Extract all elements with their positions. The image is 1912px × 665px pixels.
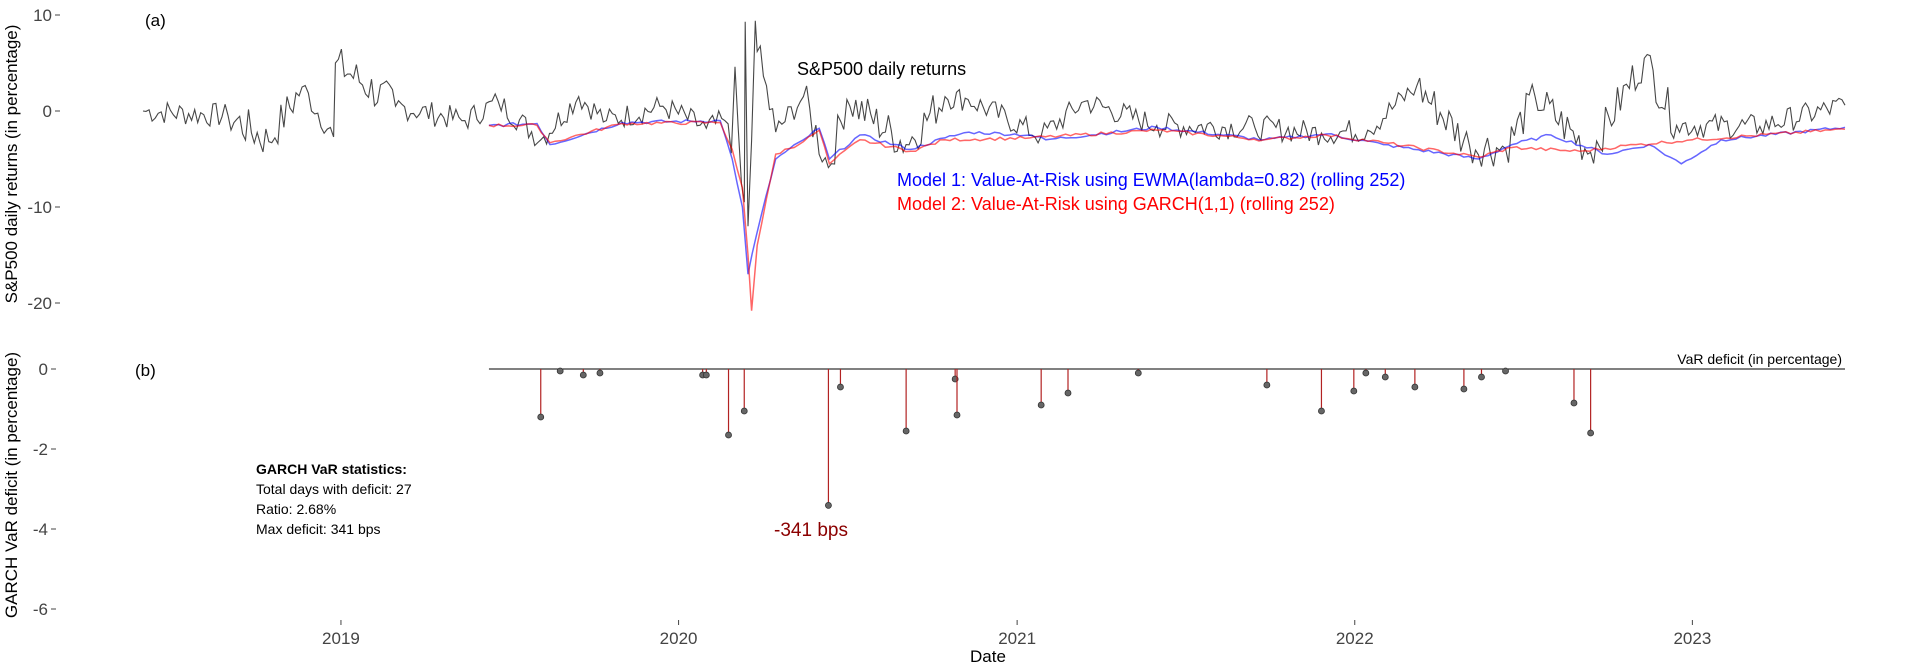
- stats-box: GARCH VaR statistics: Total days with de…: [256, 461, 412, 537]
- deficit-point: [1587, 429, 1595, 437]
- deficit-point: [537, 413, 545, 421]
- deficit-point: [1411, 383, 1419, 391]
- deficit-point: [953, 411, 961, 419]
- x-tick-label: 2022: [1336, 629, 1374, 648]
- panel-a-label: (a): [145, 11, 166, 30]
- deficit-point: [556, 367, 564, 375]
- deficit-point: [1134, 369, 1142, 377]
- x-tick-label: 2019: [322, 629, 360, 648]
- deficit-point: [825, 501, 832, 509]
- deficit-point: [1263, 381, 1271, 389]
- peak-label: -341 bps: [774, 520, 848, 541]
- b-y-tick-label: -4: [33, 520, 48, 539]
- stats-title: GARCH VaR statistics:: [256, 461, 407, 477]
- deficit-point: [579, 371, 587, 379]
- b-y-tick-label: 0: [39, 360, 48, 379]
- panel-a-y-axis: 10 0 -10 -20: [27, 6, 60, 313]
- garch-annotation: Model 2: Value-At-Risk using GARCH(1,1) …: [897, 194, 1335, 214]
- deficit-point: [1362, 369, 1370, 377]
- deficit-point: [1502, 367, 1509, 375]
- deficit-point: [1381, 373, 1389, 381]
- deficit-bars: [537, 367, 1595, 509]
- returns-annotation: S&P500 daily returns: [797, 59, 966, 79]
- panel-b: (b) GARCH VaR deficit (in percentage) 0 -…: [2, 351, 1845, 665]
- deficit-point: [902, 427, 910, 435]
- deficit-point: [740, 407, 748, 415]
- deficit-point: [1318, 407, 1325, 415]
- deficit-point: [1478, 373, 1485, 381]
- panel-b-ylabel: GARCH VaR deficit (in percentage): [2, 352, 21, 618]
- deficit-point: [1350, 387, 1358, 395]
- a-y-tick-label: 0: [43, 102, 52, 121]
- deficit-point: [596, 369, 604, 377]
- baseline-label: VaR deficit (in percentage): [1677, 351, 1842, 367]
- b-y-tick-label: -2: [33, 440, 48, 459]
- panel-b-label: (b): [135, 361, 156, 380]
- panel-a-series: [142, 20, 1846, 311]
- stats-line-max: Max deficit: 341 bps: [256, 521, 381, 537]
- x-axis-label: Date: [970, 647, 1006, 665]
- b-y-tick-label: -6: [33, 600, 48, 619]
- deficit-point: [1037, 401, 1045, 409]
- panel-a-ylabel: S&P500 daily returns (in percentage): [2, 25, 21, 304]
- series-line-0: [142, 20, 1846, 227]
- deficit-point: [1064, 389, 1072, 397]
- x-axis: 2019 2020 2021 2022 2023: [322, 620, 1711, 648]
- deficit-point: [1460, 385, 1468, 393]
- x-tick-label: 2021: [998, 629, 1036, 648]
- stats-line-days: Total days with deficit: 27: [256, 481, 412, 497]
- a-y-tick-label: -20: [27, 294, 52, 313]
- a-y-tick-label: -10: [27, 198, 52, 217]
- x-tick-label: 2020: [660, 629, 698, 648]
- a-y-tick-label: 10: [33, 6, 52, 25]
- stats-line-ratio: Ratio: 2.68%: [256, 501, 336, 517]
- deficit-point: [837, 383, 844, 391]
- deficit-point: [702, 371, 710, 379]
- x-tick-label: 2023: [1673, 629, 1711, 648]
- series-line-2: [488, 120, 1846, 311]
- deficit-point: [1570, 399, 1578, 407]
- ewma-annotation: Model 1: Value-At-Risk using EWMA(lambda…: [897, 170, 1405, 190]
- panel-a: (a) S&P500 daily returns (in percentage)…: [2, 6, 1846, 313]
- panel-b-y-axis: 0 -2 -4 -6: [33, 360, 56, 619]
- deficit-point: [725, 431, 732, 439]
